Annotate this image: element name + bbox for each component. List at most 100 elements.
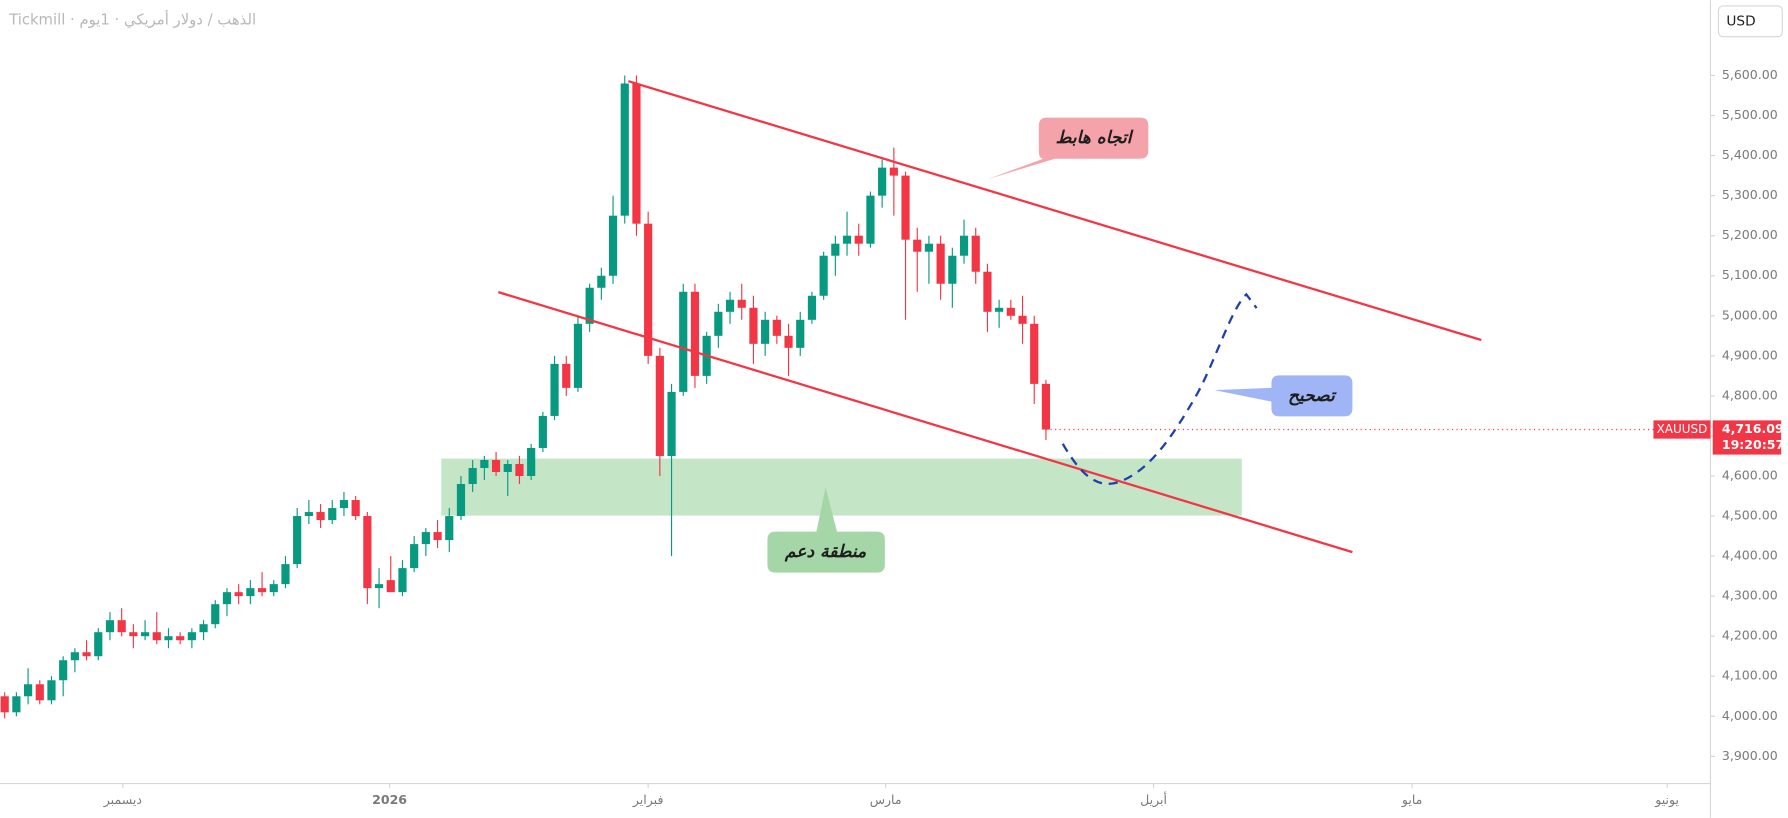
candle-body bbox=[105, 620, 115, 633]
candle-body bbox=[374, 584, 384, 589]
candle-body bbox=[246, 588, 255, 597]
x-tick-label: مارس bbox=[870, 792, 902, 808]
candle-body bbox=[281, 564, 290, 585]
candle-body bbox=[878, 167, 887, 196]
candle-body bbox=[550, 363, 559, 416]
candle-body bbox=[901, 175, 910, 240]
candle-body bbox=[527, 447, 536, 477]
candle-body bbox=[1030, 323, 1039, 384]
candle-body bbox=[398, 568, 407, 593]
candle-body bbox=[995, 307, 1004, 312]
candle-body bbox=[761, 319, 770, 344]
x-tick-label: أبريل bbox=[1140, 791, 1167, 808]
candle-body bbox=[140, 632, 150, 637]
candle-body bbox=[866, 195, 875, 244]
candle-body bbox=[222, 592, 232, 605]
currency-button[interactable] bbox=[1717, 5, 1783, 38]
y-tick-label: 3,900.00 bbox=[1722, 748, 1778, 763]
x-tick-label: يونيو bbox=[1654, 792, 1679, 808]
candle-body bbox=[94, 632, 103, 657]
candle-body bbox=[82, 652, 91, 657]
candle-body bbox=[35, 684, 44, 701]
candle-body bbox=[562, 363, 571, 388]
channel-lower bbox=[497, 291, 1353, 554]
axes: 3,900.00 4,000.00 4,100.00 4,200.00 4,300.00… bbox=[103, 67, 1784, 808]
candle-body bbox=[164, 636, 173, 641]
currency-label[interactable]: USD bbox=[1726, 13, 1755, 29]
projection-path bbox=[1061, 292, 1258, 485]
candle-body bbox=[948, 255, 957, 284]
candle-body bbox=[363, 516, 372, 589]
drawings-top: اتجاه هابط تصحيح منطقة دعم bbox=[497, 80, 1482, 573]
y-tick-label: 4,400.00 bbox=[1722, 548, 1778, 563]
candle-body bbox=[351, 500, 360, 517]
candle-body bbox=[725, 299, 735, 312]
candle-body bbox=[655, 355, 664, 456]
countdown-label: 19:20:57 bbox=[1722, 437, 1784, 452]
candle-body bbox=[971, 235, 980, 272]
candle-body bbox=[328, 508, 337, 521]
candle-body bbox=[784, 335, 793, 348]
candle-body bbox=[316, 512, 325, 521]
candle-body bbox=[480, 459, 489, 468]
callout-downtrend bbox=[987, 117, 1149, 180]
candle-body bbox=[854, 235, 863, 244]
callout-text: منطقة دعم bbox=[784, 542, 867, 562]
candle-body bbox=[889, 167, 898, 176]
candle-body bbox=[842, 235, 852, 244]
y-tick-label: 5,400.00 bbox=[1722, 147, 1778, 162]
candle-body bbox=[679, 291, 688, 392]
price-label: 4,716.09 bbox=[1722, 421, 1784, 436]
candle-body bbox=[632, 83, 641, 224]
candle-body bbox=[1006, 307, 1015, 316]
drawings bbox=[441, 458, 1242, 516]
channel-upper bbox=[627, 80, 1482, 342]
candle-body bbox=[234, 592, 243, 597]
y-tick-label: 5,500.00 bbox=[1722, 107, 1778, 122]
candle-body bbox=[70, 652, 79, 661]
callout-support bbox=[767, 487, 885, 573]
candle-body bbox=[12, 696, 21, 713]
candle-body bbox=[503, 463, 512, 472]
candle-body bbox=[339, 500, 349, 509]
x-tick-label: 2026 bbox=[372, 792, 407, 807]
candle-body bbox=[1018, 315, 1027, 324]
candle-body bbox=[23, 684, 33, 697]
candle-body bbox=[491, 459, 501, 472]
candle-body bbox=[187, 632, 196, 641]
candle-body bbox=[410, 544, 419, 569]
candle-body bbox=[304, 512, 313, 517]
y-tick-label: 4,500.00 bbox=[1722, 508, 1778, 523]
callout-text: اتجاه هابط bbox=[1056, 128, 1134, 148]
candle-body bbox=[690, 291, 700, 376]
candle-body bbox=[807, 295, 817, 320]
y-tick-label: 5,000.00 bbox=[1722, 307, 1778, 322]
candle-body bbox=[924, 243, 934, 252]
y-tick-label: 4,300.00 bbox=[1722, 588, 1778, 603]
y-tick-label: 4,200.00 bbox=[1722, 628, 1778, 643]
candle-body bbox=[176, 636, 185, 641]
y-tick-label: 5,300.00 bbox=[1722, 187, 1778, 202]
y-tick-label: 5,600.00 bbox=[1722, 67, 1778, 82]
candle-body bbox=[585, 287, 594, 324]
candle-body bbox=[211, 604, 220, 625]
candle-body bbox=[772, 319, 781, 336]
candle-body bbox=[468, 467, 477, 485]
candle-body bbox=[269, 584, 278, 593]
y-tick-label: 4,000.00 bbox=[1722, 708, 1778, 723]
candle-body bbox=[515, 463, 524, 477]
y-tick-label: 5,100.00 bbox=[1722, 267, 1778, 282]
price-tag bbox=[1712, 420, 1782, 455]
candle-body bbox=[913, 239, 922, 252]
candle-body bbox=[199, 624, 208, 633]
candle-body bbox=[608, 215, 618, 276]
candle-body bbox=[47, 680, 56, 701]
candle-body bbox=[644, 223, 653, 356]
candle-body bbox=[293, 516, 302, 565]
candle-body bbox=[749, 307, 758, 344]
time-axis-bg bbox=[0, 783, 1711, 818]
candle-body bbox=[386, 580, 395, 593]
candle-body bbox=[421, 532, 430, 545]
y-tick-label: 4,800.00 bbox=[1722, 387, 1778, 402]
